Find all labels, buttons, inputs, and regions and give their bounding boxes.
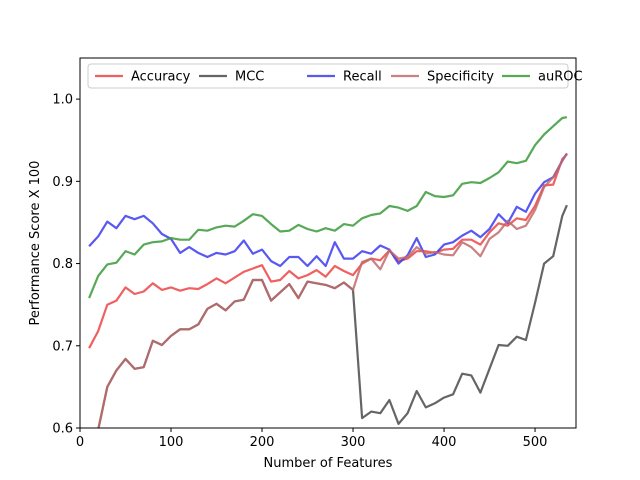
series-line-accuracy — [88, 153, 568, 349]
x-tick-label: 200 — [250, 435, 275, 450]
x-tick-label: 100 — [159, 435, 184, 450]
y-axis: 0.6 0.7 0.8 0.9 1.0 — [52, 93, 80, 437]
y-tick-label: 0.7 — [52, 339, 73, 354]
plot-frame — [79, 57, 577, 429]
series-line-specificity — [97, 152, 568, 428]
legend-label-recall: Recall — [343, 70, 382, 85]
legend: Accuracy MCC Recall Specificity auROC — [87, 63, 583, 89]
y-tick-label: 0.9 — [52, 175, 73, 190]
x-tick-label: 400 — [432, 435, 457, 450]
x-tick-label: 500 — [523, 435, 548, 450]
legend-label-accuracy: Accuracy — [131, 70, 191, 85]
legend-label-specificity: Specificity — [427, 70, 494, 85]
x-tick-label: 0 — [76, 435, 84, 450]
y-tick-label: 0.8 — [52, 257, 73, 272]
series-layer — [88, 116, 568, 428]
series-line-auroc — [88, 116, 568, 299]
y-tick-label: 1.0 — [52, 93, 73, 108]
x-axis-title: Number of Features — [264, 456, 393, 471]
y-axis-title: Performance Score X 100 — [28, 161, 43, 326]
legend-label-auroc: auROC — [538, 70, 583, 85]
x-axis: 0 100 200 300 400 500 — [76, 428, 548, 450]
x-tick-label: 300 — [341, 435, 366, 450]
legend-label-mcc: MCC — [235, 70, 264, 85]
y-tick-label: 0.6 — [52, 422, 73, 437]
